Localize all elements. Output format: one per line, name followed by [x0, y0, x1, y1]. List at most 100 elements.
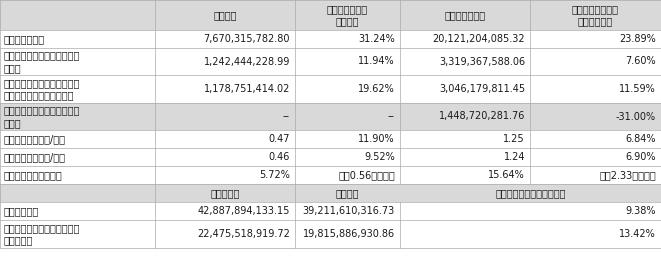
Text: 19.62%: 19.62%: [358, 84, 395, 94]
Bar: [400, 166, 530, 184]
Bar: [0, 48, 155, 75]
Text: 基本每股收益（元/股）: 基本每股收益（元/股）: [4, 134, 66, 144]
Bar: [295, 30, 400, 48]
Bar: [0, 75, 155, 103]
Bar: [400, 103, 530, 130]
Bar: [0, 0, 155, 30]
Bar: [295, 0, 400, 30]
Bar: [530, 184, 661, 202]
Text: 减少2.33个百分点: 减少2.33个百分点: [600, 170, 656, 180]
Bar: [155, 48, 295, 75]
Text: 归属于上市公司股东的所有者
权益（元）: 归属于上市公司股东的所有者 权益（元）: [4, 223, 81, 245]
Text: 9.52%: 9.52%: [364, 152, 395, 162]
Bar: [0, 166, 155, 184]
Bar: [155, 30, 295, 48]
Text: 本报告期末: 本报告期末: [210, 188, 240, 198]
Text: 1.24: 1.24: [504, 152, 525, 162]
Text: 11.90%: 11.90%: [358, 134, 395, 144]
Bar: [295, 202, 400, 220]
Bar: [155, 148, 295, 166]
Bar: [155, 0, 295, 30]
Text: 年初至报告期末: 年初至报告期末: [444, 10, 486, 20]
Text: 1.25: 1.25: [504, 134, 525, 144]
Text: 5.72%: 5.72%: [259, 170, 290, 180]
Text: 6.90%: 6.90%: [625, 152, 656, 162]
Bar: [400, 220, 530, 248]
Text: 营业收入（元）: 营业收入（元）: [4, 34, 45, 44]
Bar: [530, 166, 661, 184]
Text: 39,211,610,316.73: 39,211,610,316.73: [303, 206, 395, 216]
Bar: [0, 202, 155, 220]
Text: 0.46: 0.46: [268, 152, 290, 162]
Bar: [400, 184, 530, 202]
Text: 20,121,204,085.32: 20,121,204,085.32: [432, 34, 525, 44]
Bar: [400, 130, 530, 148]
Bar: [0, 30, 155, 48]
Bar: [295, 103, 400, 130]
Bar: [295, 75, 400, 103]
Bar: [530, 48, 661, 75]
Text: --: --: [283, 112, 290, 122]
Bar: [530, 130, 661, 148]
Text: 1,178,751,414.02: 1,178,751,414.02: [204, 84, 290, 94]
Text: 31.24%: 31.24%: [358, 34, 395, 44]
Bar: [530, 202, 661, 220]
Bar: [400, 30, 530, 48]
Text: -31.00%: -31.00%: [616, 112, 656, 122]
Text: 稀释每股收益（元/股）: 稀释每股收益（元/股）: [4, 152, 66, 162]
Bar: [155, 202, 295, 220]
Text: 本报告期: 本报告期: [214, 10, 237, 20]
Bar: [155, 220, 295, 248]
Bar: [155, 103, 295, 130]
Bar: [0, 184, 155, 202]
Bar: [400, 75, 530, 103]
Text: 本报告期比上年
同期增减: 本报告期比上年 同期增减: [327, 4, 368, 26]
Bar: [530, 103, 661, 130]
Text: 上年度末: 上年度末: [336, 188, 359, 198]
Text: 归属于上市公司股东的净利润
（元）: 归属于上市公司股东的净利润 （元）: [4, 50, 81, 73]
Text: 19,815,886,930.86: 19,815,886,930.86: [303, 229, 395, 239]
Text: 减少0.56个百分点: 减少0.56个百分点: [338, 170, 395, 180]
Text: 42,887,894,133.15: 42,887,894,133.15: [198, 206, 290, 216]
Bar: [155, 75, 295, 103]
Text: --: --: [388, 112, 395, 122]
Text: 11.94%: 11.94%: [358, 57, 395, 66]
Text: 15.64%: 15.64%: [488, 170, 525, 180]
Text: 总资产（元）: 总资产（元）: [4, 206, 39, 216]
Bar: [530, 148, 661, 166]
Bar: [295, 130, 400, 148]
Bar: [295, 166, 400, 184]
Text: 1,242,444,228.99: 1,242,444,228.99: [204, 57, 290, 66]
Text: 本报告期末比上年度末增减: 本报告期末比上年度末增减: [495, 188, 566, 198]
Bar: [400, 48, 530, 75]
Text: 归属于上市公司股东的扣除非
经常性损益的净利润（元）: 归属于上市公司股东的扣除非 经常性损益的净利润（元）: [4, 78, 81, 100]
Text: 6.84%: 6.84%: [625, 134, 656, 144]
Bar: [0, 220, 155, 248]
Bar: [530, 75, 661, 103]
Text: 23.89%: 23.89%: [619, 34, 656, 44]
Bar: [0, 103, 155, 130]
Bar: [400, 202, 530, 220]
Text: 7.60%: 7.60%: [625, 57, 656, 66]
Bar: [155, 184, 295, 202]
Bar: [400, 0, 530, 30]
Text: 加权平均净资产收益率: 加权平均净资产收益率: [4, 170, 63, 180]
Bar: [0, 130, 155, 148]
Bar: [155, 130, 295, 148]
Bar: [530, 30, 661, 48]
Bar: [295, 48, 400, 75]
Text: 年初至报告期末比
上年同期增减: 年初至报告期末比 上年同期增减: [572, 4, 619, 26]
Text: 经营活动产生的现金流量净额
（元）: 经营活动产生的现金流量净额 （元）: [4, 105, 81, 128]
Bar: [295, 220, 400, 248]
Text: 3,319,367,588.06: 3,319,367,588.06: [439, 57, 525, 66]
Text: 9.38%: 9.38%: [625, 206, 656, 216]
Text: 1,448,720,281.76: 1,448,720,281.76: [439, 112, 525, 122]
Bar: [295, 184, 400, 202]
Bar: [155, 166, 295, 184]
Text: 11.59%: 11.59%: [619, 84, 656, 94]
Text: 0.47: 0.47: [268, 134, 290, 144]
Bar: [530, 0, 661, 30]
Text: 22,475,518,919.72: 22,475,518,919.72: [197, 229, 290, 239]
Text: 13.42%: 13.42%: [619, 229, 656, 239]
Text: 7,670,315,782.80: 7,670,315,782.80: [204, 34, 290, 44]
